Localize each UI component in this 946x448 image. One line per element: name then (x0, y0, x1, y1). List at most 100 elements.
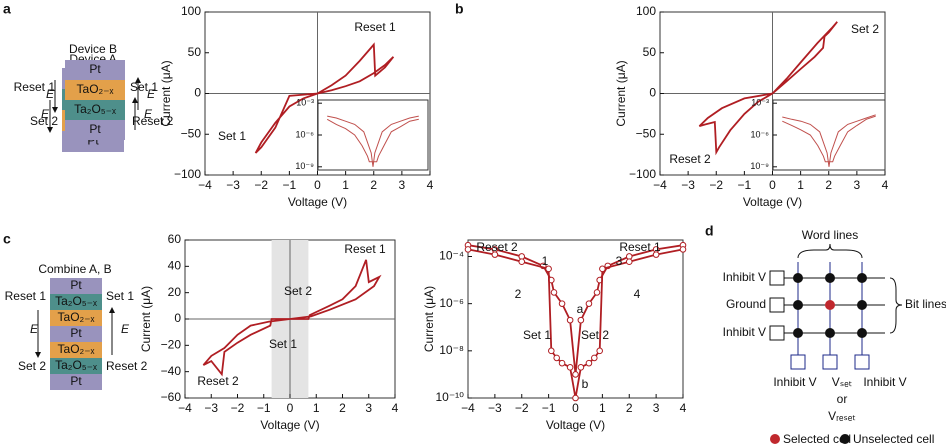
brace-label: Bit lines (905, 297, 946, 311)
terminal (769, 270, 785, 286)
curve (771, 21, 838, 95)
x-tick-label: 0 (287, 401, 294, 415)
side-label: Set 2 (18, 359, 46, 373)
layer-label: Ta₂O₅₋ₓ (74, 102, 116, 116)
marker (566, 316, 574, 324)
annotation: Reset 1 (619, 240, 661, 254)
field-label: E (46, 87, 55, 101)
annotation: Reset 2 (476, 240, 518, 254)
curve (289, 259, 382, 320)
layer (65, 120, 125, 140)
x-tick-label: 2 (825, 178, 832, 192)
layer-label: TaO₂₋ₓ (58, 310, 95, 324)
x-tick-label: −4 (178, 401, 192, 415)
layer (50, 326, 102, 342)
y-tick-label: 20 (168, 285, 182, 299)
x-tick-label: 4 (392, 401, 399, 415)
layer (50, 310, 102, 326)
x-tick-label: 1 (797, 178, 804, 192)
terminal (769, 297, 785, 313)
layer (50, 278, 102, 294)
marker (558, 300, 566, 307)
curve (782, 115, 876, 163)
layer-label: TaO₂₋ₓ (58, 342, 95, 356)
x-tick-label: 2 (370, 178, 377, 192)
marker (518, 258, 526, 266)
marker (558, 359, 566, 367)
side-label: Set 1 (106, 289, 134, 303)
marker (550, 289, 558, 296)
column-label: Inhibit V (773, 375, 816, 389)
annotation: Set 1 (269, 337, 297, 351)
marker (591, 354, 598, 362)
annotation: Reset 1 (344, 242, 386, 256)
side-label: Reset 1 (14, 80, 56, 94)
brace (797, 243, 863, 259)
x-tick-label: −4 (461, 401, 475, 415)
y-tick-label: 50 (188, 45, 202, 59)
x-tick-label: −2 (709, 178, 723, 192)
y-tick-label: −50 (181, 126, 202, 140)
annotation: 1 (542, 254, 549, 268)
side-label: Set 2 (30, 114, 58, 128)
y-tick-label: 100 (181, 4, 201, 18)
y-tick-label: 10⁻⁶ (296, 129, 315, 139)
y-tick-label: −60 (161, 390, 182, 404)
x-tick-label: 3 (365, 401, 372, 415)
field-label: E (30, 322, 39, 336)
y-tick-label: 10⁻¹⁰ (436, 390, 465, 404)
curve (782, 114, 876, 167)
field-label: E (144, 107, 153, 121)
marker (566, 364, 574, 371)
x-axis-label: Voltage (V) (260, 418, 319, 432)
y-tick-label: 0 (174, 311, 181, 325)
cell (825, 300, 835, 310)
marker (464, 246, 472, 253)
annotation: Reset 2 (197, 374, 239, 388)
x-axis-label: Voltage (V) (288, 195, 347, 209)
annotation: 4 (634, 287, 641, 301)
layer (50, 342, 102, 358)
x-tick-label: 3 (653, 401, 660, 415)
x-tick-label: 0 (572, 401, 579, 415)
marker (577, 316, 585, 324)
x-axis-label: Voltage (V) (546, 418, 605, 432)
y-tick-label: −100 (629, 167, 656, 181)
x-tick-label: −1 (738, 178, 752, 192)
cell (793, 328, 803, 338)
x-tick-label: −3 (488, 401, 502, 415)
marker (679, 246, 687, 253)
x-axis-label: Voltage (V) (743, 195, 802, 209)
row-label: Ground (726, 297, 766, 311)
x-tick-label: 0 (769, 178, 776, 192)
marker (553, 354, 560, 362)
layer-label: Ta₂O₅₋ₓ (55, 358, 97, 372)
legend-marker (840, 434, 850, 444)
x-tick-label: 3 (399, 178, 406, 192)
legend-label: Selected cell (783, 432, 851, 446)
side-label: Reset 2 (132, 114, 174, 128)
panel-label: b (455, 1, 464, 17)
layer (65, 100, 125, 120)
layer-label: Pt (70, 278, 82, 292)
cell (857, 300, 867, 310)
marker (585, 300, 593, 307)
curve (202, 318, 291, 377)
x-tick-label: −2 (515, 401, 529, 415)
marker (593, 289, 601, 296)
field-label: E (41, 107, 50, 121)
layer-label: TaO₂₋ₓ (77, 82, 114, 96)
terminal (854, 354, 870, 370)
x-tick-label: 4 (680, 401, 687, 415)
x-tick-label: 1 (599, 401, 606, 415)
layer (65, 80, 125, 100)
annotation: 2 (515, 287, 522, 301)
device-title: Device B (69, 42, 117, 56)
x-tick-label: 2 (626, 401, 633, 415)
side-label: Set 1 (130, 80, 158, 94)
curve (317, 42, 395, 95)
x-tick-label: 1 (342, 178, 349, 192)
x-tick-label: 4 (882, 178, 889, 192)
x-tick-label: −2 (254, 178, 268, 192)
